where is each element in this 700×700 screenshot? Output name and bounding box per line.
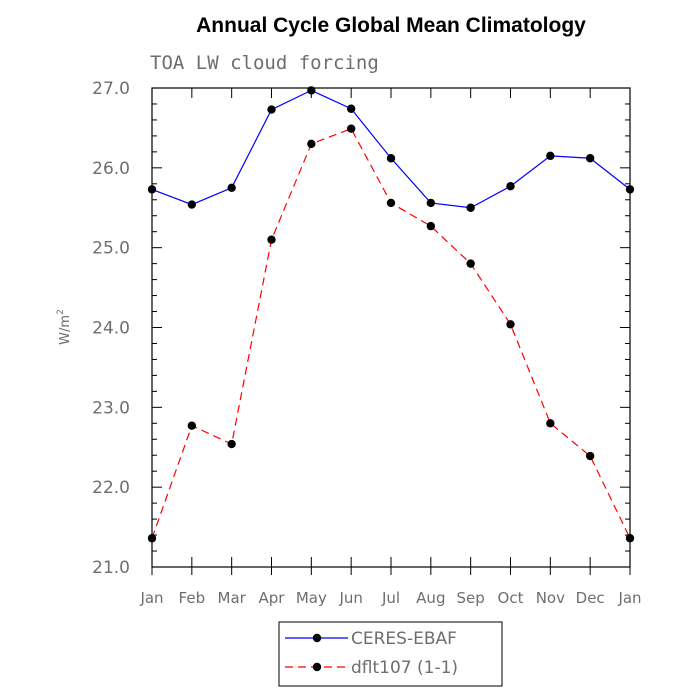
- y-axis-label: W/m2: [56, 309, 73, 345]
- data-point: [585, 451, 595, 461]
- y-axis-label-superscript: 2: [56, 309, 66, 315]
- series-2: [147, 124, 635, 543]
- data-point: [625, 185, 635, 194]
- x-tick-label: Jan: [139, 589, 163, 607]
- series-line: [151, 89, 631, 209]
- y-tick-label: 27.0: [92, 79, 130, 99]
- x-tick-label: Mar: [218, 589, 247, 607]
- data-point: [426, 221, 436, 231]
- data-point: [147, 185, 157, 194]
- data-point: [227, 439, 236, 449]
- data-point: [187, 200, 197, 209]
- legend: CERES-EBAF dflt107 (1-1): [278, 621, 503, 687]
- x-tick-label: Apr: [259, 589, 286, 607]
- x-tick-label: Oct: [498, 589, 524, 607]
- data-point: [506, 181, 515, 191]
- data-point: [267, 235, 276, 244]
- data-point: [546, 151, 555, 161]
- series-layer: [147, 86, 635, 543]
- data-point: [346, 104, 356, 113]
- y-tick-label: 26.0: [92, 159, 130, 179]
- series-line: [151, 127, 631, 539]
- y-tick-label: 24.0: [92, 319, 130, 339]
- data-point: [307, 139, 316, 149]
- legend-label: dflt107 (1-1): [351, 658, 458, 678]
- y-tick-label: 22.0: [92, 478, 130, 498]
- data-point: [187, 421, 197, 430]
- chart-subtitle: TOA LW cloud forcing: [150, 52, 379, 74]
- legend-marker: [312, 662, 322, 672]
- x-tick-label: Jul: [381, 589, 400, 607]
- y-tick-label: 21.0: [92, 558, 130, 578]
- data-point: [466, 203, 475, 212]
- data-point: [227, 183, 236, 192]
- legend-box: [278, 621, 503, 687]
- data-point: [506, 320, 515, 329]
- y-tick-label: 23.0: [92, 398, 130, 418]
- x-tick-label: Sep: [457, 589, 485, 607]
- plot-axes: 21.0 22.0 23.0 24.0 25.0 26.0 27.0 Jan Feb Mar Apr…: [92, 79, 641, 607]
- x-tick-label: Feb: [179, 589, 206, 607]
- data-point: [625, 534, 635, 543]
- data-point: [147, 534, 157, 543]
- chart-title: Annual Cycle Global Mean Climatology: [196, 14, 586, 37]
- x-tick-label: May: [296, 589, 327, 607]
- x-tick-label: Nov: [536, 589, 565, 607]
- x-tick-label: Dec: [576, 589, 605, 607]
- data-point: [466, 259, 475, 268]
- series-1: [147, 86, 635, 212]
- data-point: [307, 86, 316, 95]
- data-point: [386, 154, 396, 163]
- data-point: [546, 419, 555, 428]
- data-point: [426, 198, 436, 208]
- data-point: [346, 124, 356, 133]
- data-point: [585, 154, 595, 163]
- legend-marker: [312, 633, 322, 643]
- x-tick-label: Jun: [338, 589, 362, 607]
- y-axis-label-unit: W/m: [58, 315, 73, 345]
- x-tick-label: Jan: [617, 589, 641, 607]
- y-tick-label: 25.0: [92, 239, 130, 259]
- data-point: [386, 198, 396, 208]
- x-tick-label: Aug: [416, 589, 445, 607]
- legend-label: CERES-EBAF: [351, 629, 457, 649]
- data-point: [267, 105, 276, 114]
